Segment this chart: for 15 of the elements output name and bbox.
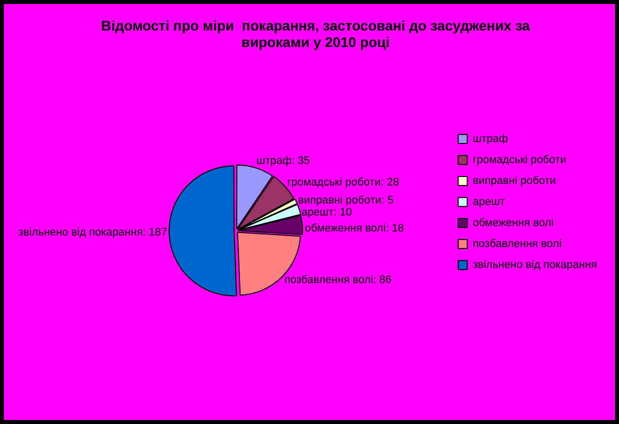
data-label: позбавлення волі: 86 [284,274,392,286]
data-label: штраф: 35 [256,154,310,167]
legend-label: позбавлення волі [472,238,562,250]
chart-title: Відомості про міри покарання, застосовані до засуджених за вироками у 2010 році [101,17,530,50]
legend-label: громадські роботи [472,154,566,166]
legend-label: звільнено від покарання [472,259,598,272]
data-label: виправні роботи: 5 [298,194,394,206]
legend-label: арешт [472,196,505,208]
data-label: арешт: 10 [301,206,352,219]
data-label: звільнено від покарання: 187 [18,226,168,238]
data-label: обмеження волі: 18 [304,222,404,235]
legend-label: штраф [472,133,508,146]
legend-label: виправні роботи [472,175,556,188]
legend-label: обмеження волі [472,217,554,230]
data-label: громадські роботи: 28 [287,176,400,188]
